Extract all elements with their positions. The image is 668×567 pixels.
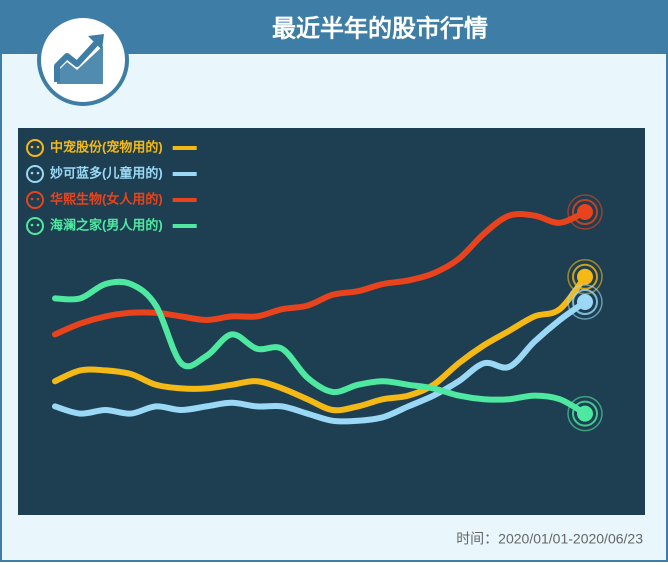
end-ring	[572, 263, 598, 290]
legend-icon-eye	[30, 223, 34, 227]
end-ring	[572, 400, 598, 427]
plot-panel	[18, 128, 645, 515]
end-marker	[577, 268, 593, 285]
legend-label: 海澜之家(男人用的)	[50, 217, 163, 232]
series-line	[52, 299, 588, 425]
end-marker	[577, 204, 593, 220]
legend-icon-eye	[36, 171, 40, 175]
end-ring	[572, 199, 598, 225]
series-line	[52, 278, 588, 417]
footnote: 时间：2020/01/01-2020/06/23	[456, 531, 643, 547]
end-ring	[572, 289, 598, 315]
legend-icon-eye	[30, 197, 34, 201]
legend-icon	[26, 217, 44, 235]
legend-icon	[26, 165, 44, 183]
icon	[54, 34, 104, 84]
end-ring	[567, 194, 603, 230]
legend-icon-eye	[30, 171, 34, 175]
legend-icon-eye	[36, 197, 40, 201]
legend-label: 中宠股份(宠物用的)	[50, 139, 163, 154]
chart-title: 最近半年的股市行情	[272, 14, 488, 42]
legend-icon	[26, 191, 44, 209]
series-line	[52, 209, 588, 338]
legend-label: 妙可蓝多(儿童用的)	[50, 165, 163, 180]
legend-label: 华熙生物(女人用的)	[50, 191, 163, 206]
end-ring	[567, 395, 603, 432]
legend-icon-eye	[36, 223, 40, 227]
legend-icon-eye	[36, 145, 40, 149]
end-ring	[567, 284, 603, 320]
series-line	[52, 273, 588, 414]
end-marker	[577, 405, 593, 422]
legend-icon	[26, 139, 44, 157]
end-ring	[567, 259, 603, 295]
legend-icon-eye	[30, 145, 34, 149]
end-marker	[577, 294, 593, 310]
